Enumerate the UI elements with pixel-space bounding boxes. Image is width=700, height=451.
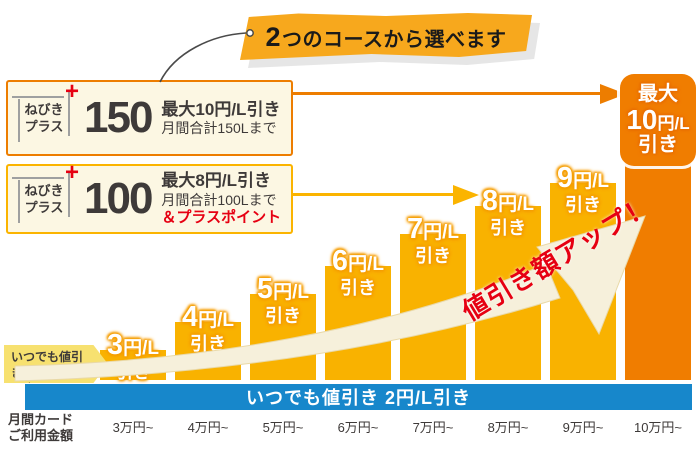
plan-150-benefit: 最大10円/L引き: [161, 99, 281, 119]
arrow-100-to-8yen-bar: [293, 193, 455, 196]
max-discount-badge: 最大 10円/L 引き: [620, 74, 696, 166]
nebiki-plus-logo: + ねびき プラス: [12, 80, 79, 142]
plan-100-bonus: ＆プラスポイント: [161, 209, 282, 226]
always-discount-tag-line2: と合わせて: [11, 381, 94, 383]
logo-text-top: ねびき: [24, 183, 64, 198]
x-tick-10man: 10万円~: [633, 420, 683, 435]
x-tick-3man: 3万円~: [112, 420, 154, 435]
logo-text-top: ねびき: [24, 102, 64, 117]
plan-number-150: 150: [84, 93, 153, 142]
plan-100-limit: 月間合計100Lまで: [161, 191, 277, 208]
logo-frame-line: [12, 177, 64, 179]
logo-frame-line: [18, 180, 20, 223]
banner-title-text: つのコースから選べます: [282, 28, 507, 51]
x-tick-9man: 9万円~: [562, 420, 604, 435]
banner-title: 2 つのコースから選べます: [240, 13, 532, 60]
x-tick-4man: 4万円~: [187, 420, 229, 435]
logo-frame-line: [68, 172, 70, 217]
x-tick-8man: 8万円~: [487, 420, 529, 435]
logo-text-bottom: プラス: [24, 118, 64, 134]
logo-frame-line: [12, 96, 64, 98]
banner-title-number: 2: [265, 21, 282, 52]
arrow-150-to-max-bar: [293, 92, 603, 95]
arrow-100-head-icon: [453, 185, 479, 205]
always-discount-tag: いつでも値引き と合わせて: [4, 345, 108, 383]
arrow-150-head-icon: [600, 84, 626, 104]
logo-text-bottom: プラス: [24, 199, 64, 215]
plan-card-150: + ねびき プラス 150 最大10円/L引き 月間合計150Lまで: [6, 80, 293, 156]
discount-bar-5yen: 5円/L 引き: [250, 275, 316, 380]
always-discount-bar: いつでも値引き 2円/L引き: [25, 384, 692, 410]
plan-card-100: + ねびき プラス 100 最大8円/L引き 月間合計100Lまで ＆プラスポイ…: [6, 161, 293, 234]
plus-icon: +: [64, 159, 79, 186]
plus-icon: +: [64, 78, 79, 105]
x-tick-7man: 7万円~: [412, 420, 454, 435]
discount-bar-3yen: 3円/L 引き: [100, 331, 166, 381]
nebiki-plus-logo: + ねびき プラス: [12, 161, 79, 223]
always-discount-tag-line1: いつでも値引き: [11, 350, 84, 381]
discount-bar-6yen: 6円/L 引き: [325, 247, 391, 380]
x-tick-5man: 5万円~: [262, 420, 304, 435]
x-tick-6man: 6万円~: [337, 420, 379, 435]
discount-bar-7yen: 7円/L 引き: [400, 215, 466, 380]
plan-150-limit: 月間合計150Lまで: [161, 119, 277, 136]
discount-bar-4yen: 4円/L 引き: [175, 303, 241, 380]
logo-frame-line: [68, 91, 70, 136]
logo-frame-line: [18, 99, 20, 142]
plan-100-benefit: 最大8円/L引き: [161, 171, 271, 191]
x-axis-title: 月間カード ご利用金額: [8, 412, 74, 444]
plan-number-100: 100: [84, 174, 153, 223]
